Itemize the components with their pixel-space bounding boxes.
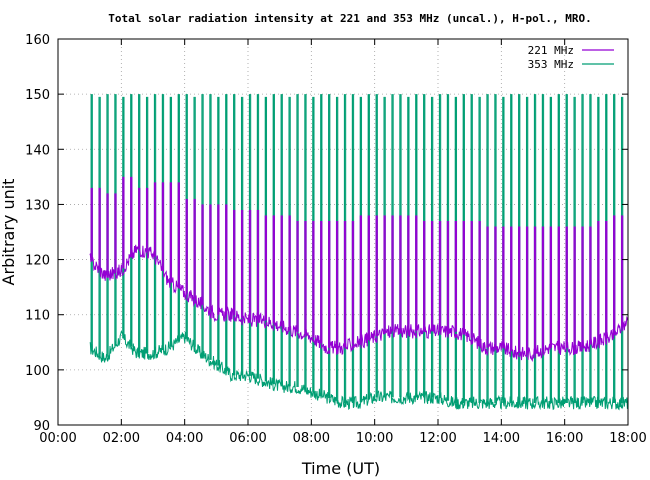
x-tick-label: 10:00 bbox=[356, 431, 393, 446]
x-tick-label: 16:00 bbox=[546, 431, 583, 446]
series-221mhz-spikes bbox=[90, 176, 624, 354]
y-tick-label: 100 bbox=[25, 364, 50, 379]
series-layer bbox=[89, 94, 629, 411]
ticks: 00:00 02:00 04:00 06:00 08:00 10:00 12:00 14:00… bbox=[25, 33, 647, 446]
x-axis-label: Time (UT) bbox=[301, 459, 380, 478]
x-tick-label: 02:00 bbox=[103, 431, 140, 446]
y-axis-label: Arbitrary unit bbox=[0, 179, 18, 286]
y-tick-label: 160 bbox=[25, 33, 50, 48]
x-tick-label: 06:00 bbox=[229, 431, 266, 446]
x-tick-label: 18:00 bbox=[609, 431, 646, 446]
x-tick-label: 08:00 bbox=[293, 431, 330, 446]
y-tick-label: 120 bbox=[25, 254, 50, 269]
legend: 221 MHz 353 MHz bbox=[528, 44, 614, 71]
series-353mhz-line bbox=[89, 329, 629, 411]
plot-frame bbox=[57, 38, 629, 426]
x-tick-label: 04:00 bbox=[166, 431, 203, 446]
y-tick-label: 130 bbox=[25, 198, 50, 213]
legend-label-221mhz: 221 MHz bbox=[528, 44, 574, 57]
grid bbox=[58, 39, 628, 425]
x-tick-label: 00:00 bbox=[39, 431, 76, 446]
chart-title: Total solar radiation intensity at 221 a… bbox=[108, 12, 591, 25]
y-tick-label: 150 bbox=[25, 88, 50, 103]
series-221mhz-line bbox=[89, 244, 629, 362]
x-tick-label: 12:00 bbox=[419, 431, 456, 446]
x-tick-label: 14:00 bbox=[483, 431, 520, 446]
y-tick-label: 110 bbox=[25, 309, 50, 324]
legend-label-353mhz: 353 MHz bbox=[528, 58, 574, 71]
y-tick-label: 90 bbox=[33, 419, 50, 434]
y-tick-label: 140 bbox=[25, 143, 50, 158]
